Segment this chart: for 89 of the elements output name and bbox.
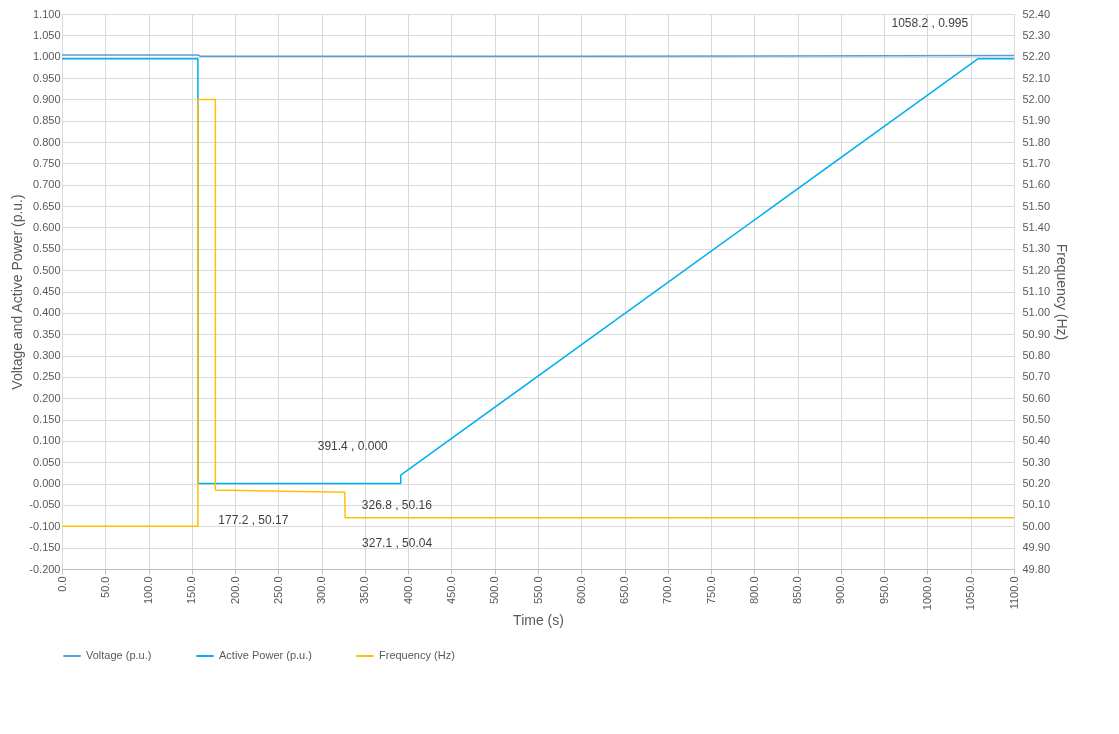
x-tick-label: 800.0 <box>747 576 760 605</box>
y2-axis-title: Frequency (Hz) <box>1054 243 1071 341</box>
y-tick-label: 0.000 <box>32 477 61 490</box>
y2-tick-label: 51.80 <box>1022 135 1051 148</box>
x-tick-label: 150.0 <box>185 576 198 605</box>
x-tick-label: 450.0 <box>444 576 457 605</box>
x-tick-label: 1000.0 <box>920 576 933 611</box>
y2-tick-label: 50.90 <box>1022 327 1051 340</box>
y2-tick-label: 50.40 <box>1022 434 1051 447</box>
x-tick-label: 250.0 <box>271 576 284 605</box>
y2-tick-label: 51.40 <box>1022 220 1051 233</box>
annotation: 327.1 , 50.04 <box>362 535 433 550</box>
y-tick-label: 0.350 <box>32 327 61 340</box>
y-tick-label: 0.150 <box>32 413 61 426</box>
y2-tick-label: 52.30 <box>1022 28 1051 41</box>
y-tick-label: 1.100 <box>32 7 61 20</box>
y2-tick-label: 51.50 <box>1022 199 1051 212</box>
x-tick-label: 350.0 <box>358 576 371 605</box>
y2-tick-label: 51.30 <box>1022 242 1051 255</box>
x-axis-title: Time (s) <box>513 612 564 629</box>
y2-tick-label: 51.20 <box>1022 263 1051 276</box>
x-tick-label: 400.0 <box>401 576 414 605</box>
y2-tick-label: 52.40 <box>1022 7 1051 20</box>
y2-tick-label: 50.20 <box>1022 477 1051 490</box>
x-tick-label: 50.0 <box>98 576 111 598</box>
y2-tick-label: 51.10 <box>1022 285 1051 297</box>
y-tick-label: 0.300 <box>32 349 61 362</box>
y-tick-label: -0.050 <box>29 498 61 511</box>
annotation: 1058.2 , 0.995 <box>891 15 969 30</box>
x-tick-label: 1100.0 <box>1007 576 1020 610</box>
x-tick-label: 100.0 <box>142 576 155 605</box>
y2-tick-label: 50.50 <box>1022 413 1051 426</box>
x-tick-label: 650.0 <box>618 576 631 605</box>
annotation: 177.2 , 50.17 <box>218 513 289 528</box>
y2-tick-label: 50.30 <box>1022 455 1051 468</box>
y-tick-label: 0.400 <box>32 306 61 319</box>
y-tick-label: 0.950 <box>32 71 61 84</box>
y-tick-label: 0.650 <box>32 199 61 212</box>
y2-tick-label: 50.10 <box>1022 498 1051 511</box>
y2-tick-label: 50.70 <box>1022 370 1051 383</box>
annotation: 326.8 , 50.16 <box>361 498 433 513</box>
y-tick-label: 0.600 <box>32 220 61 233</box>
y2-tick-label: 51.70 <box>1022 156 1051 169</box>
y-tick-label: 0.850 <box>32 114 61 127</box>
y-tick-label: -0.200 <box>29 562 61 575</box>
y2-tick-label: 49.90 <box>1022 541 1051 554</box>
legend-label: Frequency (Hz) <box>379 649 455 661</box>
x-tick-label: 550.0 <box>531 576 544 605</box>
y2-tick-label: 52.10 <box>1022 71 1051 84</box>
y2-tick-label: 51.60 <box>1022 178 1051 191</box>
y2-tick-label: 51.90 <box>1022 114 1051 127</box>
x-tick-label: 700.0 <box>661 576 674 605</box>
line-series <box>61 98 1015 528</box>
x-tick-label: 850.0 <box>791 576 804 605</box>
y-tick-label: -0.100 <box>29 519 61 532</box>
x-tick-label: 200.0 <box>228 576 241 605</box>
y2-tick-label: 52.20 <box>1022 50 1051 63</box>
y-tick-label: -0.150 <box>29 541 61 554</box>
y-tick-label: 0.750 <box>32 156 61 169</box>
y2-tick-label: 52.00 <box>1022 92 1051 105</box>
y-tick-label: 0.450 <box>32 285 61 297</box>
y2-tick-label: 51.00 <box>1022 306 1051 319</box>
legend-label: Active Power (p.u.) <box>219 649 312 661</box>
y2-tick-label: 49.80 <box>1022 562 1051 575</box>
y-tick-label: 0.550 <box>32 242 61 255</box>
legend-label: Voltage (p.u.) <box>86 649 152 661</box>
y-tick-label: 0.800 <box>32 135 61 148</box>
y2-tick-label: 50.60 <box>1022 391 1051 404</box>
y-tick-label: 1.000 <box>32 50 61 63</box>
x-tick-label: 0.0 <box>55 576 68 592</box>
y2-tick-label: 50.80 <box>1022 349 1051 362</box>
x-tick-label: 950.0 <box>877 576 890 605</box>
y-tick-label: 0.250 <box>32 370 61 383</box>
x-tick-label: 900.0 <box>834 576 847 605</box>
y-tick-label: 1.050 <box>32 28 61 41</box>
y-tick-label: 0.900 <box>32 92 61 105</box>
y-tick-label: 0.100 <box>32 434 61 447</box>
y-axis-title: Voltage and Active Power (p.u.) <box>9 194 26 390</box>
y2-tick-label: 50.00 <box>1022 519 1051 532</box>
y-tick-label: 0.500 <box>32 263 61 276</box>
x-tick-label: 500.0 <box>488 576 501 605</box>
y-tick-label: 0.700 <box>32 178 61 191</box>
x-tick-label: 750.0 <box>704 576 717 605</box>
y-tick-label: 0.050 <box>32 455 61 468</box>
annotation: 391.4 , 0.000 <box>317 438 389 453</box>
x-tick-label: 300.0 <box>315 576 328 605</box>
y-tick-label: 0.200 <box>32 391 61 404</box>
x-tick-label: 600.0 <box>574 576 587 605</box>
x-tick-label: 1050.0 <box>964 576 977 611</box>
